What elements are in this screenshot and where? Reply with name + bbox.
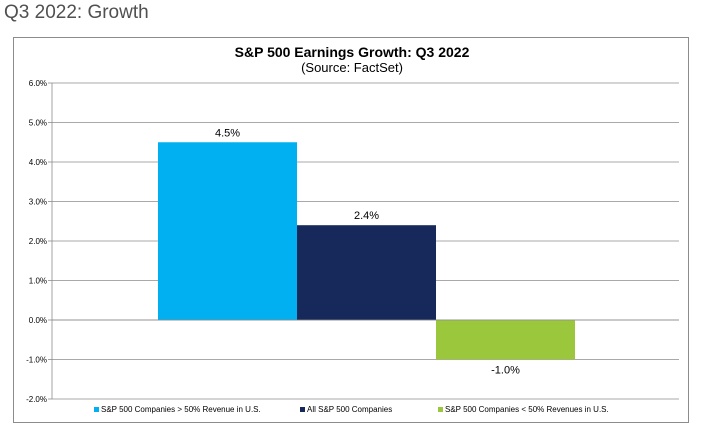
bar: [436, 320, 575, 360]
data-label: 4.5%: [215, 127, 240, 139]
legend-swatch: [300, 407, 305, 412]
y-tick-label: 4.0%: [29, 158, 47, 167]
legend-label: S&P 500 Companies > 50% Revenue in U.S.: [101, 405, 261, 414]
legend-label: S&P 500 Companies < 50% Revenues in U.S.: [445, 405, 609, 414]
y-tick-label: -1.0%: [26, 356, 47, 365]
chart-frame: S&P 500 Earnings Growth: Q3 2022 (Source…: [13, 37, 689, 423]
legend-swatch: [438, 407, 443, 412]
chart-subtitle: (Source: FactSet): [301, 60, 403, 75]
y-tick-label: 6.0%: [29, 79, 47, 88]
legend-label: All S&P 500 Companies: [307, 405, 392, 414]
y-tick-label: 3.0%: [29, 198, 47, 207]
chart-title: S&P 500 Earnings Growth: Q3 2022: [234, 44, 470, 60]
y-tick-label: -2.0%: [26, 395, 47, 404]
y-tick-label: 1.0%: [29, 277, 47, 286]
bar-chart: 6.0% 5.0% 4.0% 3.0% 2.0% 1.0% 0.0% -1.0% -2.0% 4.…: [26, 79, 679, 414]
legend-swatch: [94, 407, 99, 412]
page-heading: Q3 2022: Growth: [4, 2, 149, 23]
bar: [158, 142, 297, 320]
y-tick-label: 5.0%: [29, 119, 47, 128]
data-label: 2.4%: [354, 210, 379, 222]
data-label: -1.0%: [491, 365, 520, 377]
y-tick-label: 0.0%: [29, 316, 47, 325]
y-tick-label: 2.0%: [29, 237, 47, 246]
bar: [297, 225, 436, 320]
